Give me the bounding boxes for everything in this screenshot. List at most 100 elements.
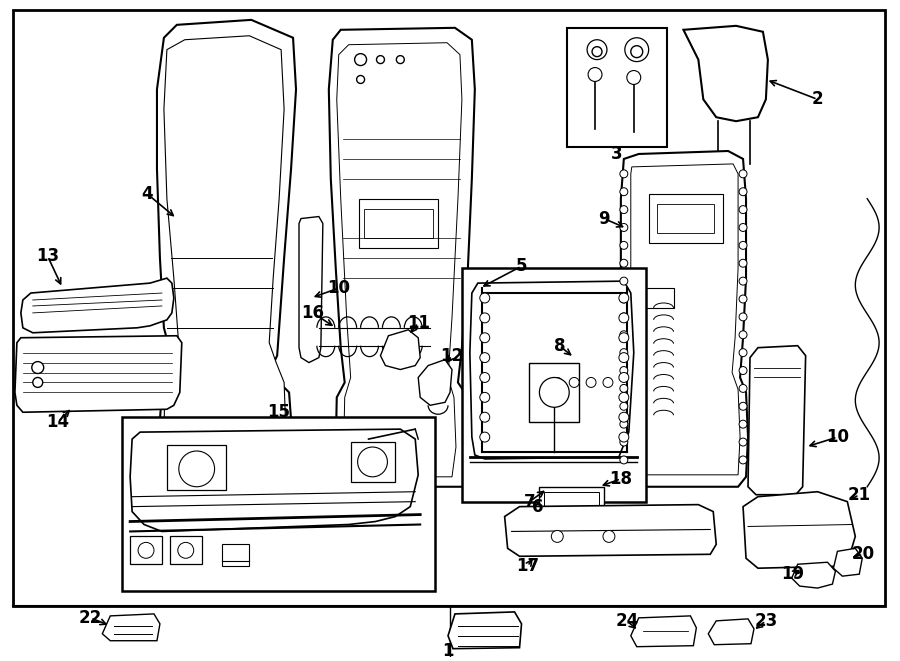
- Circle shape: [739, 295, 747, 303]
- Polygon shape: [15, 336, 182, 412]
- Text: 22: 22: [79, 609, 102, 627]
- Text: 8: 8: [554, 336, 565, 355]
- Circle shape: [619, 293, 629, 303]
- Text: 17: 17: [516, 557, 539, 575]
- Bar: [657, 204, 715, 233]
- Text: 13: 13: [36, 247, 59, 265]
- Circle shape: [620, 385, 628, 393]
- Bar: [358, 199, 438, 249]
- Circle shape: [396, 56, 404, 63]
- Circle shape: [588, 67, 602, 81]
- Circle shape: [620, 206, 628, 214]
- Circle shape: [592, 47, 602, 57]
- Circle shape: [625, 38, 649, 61]
- Circle shape: [739, 367, 747, 375]
- Circle shape: [620, 438, 628, 446]
- Bar: [529, 363, 579, 422]
- Circle shape: [619, 313, 629, 323]
- Text: 14: 14: [46, 413, 69, 431]
- Circle shape: [620, 241, 628, 249]
- Polygon shape: [505, 504, 716, 557]
- Circle shape: [620, 348, 628, 357]
- Bar: [649, 194, 724, 243]
- Circle shape: [32, 362, 44, 373]
- Circle shape: [620, 313, 628, 321]
- Text: 20: 20: [851, 545, 875, 563]
- Circle shape: [357, 447, 387, 477]
- Polygon shape: [130, 429, 419, 531]
- Text: 9: 9: [598, 210, 610, 227]
- Circle shape: [620, 330, 628, 338]
- Polygon shape: [381, 330, 420, 369]
- Circle shape: [620, 277, 628, 285]
- Polygon shape: [743, 492, 855, 568]
- Text: 24: 24: [616, 612, 638, 630]
- Polygon shape: [299, 217, 323, 363]
- Circle shape: [739, 223, 747, 231]
- Polygon shape: [792, 563, 835, 588]
- Circle shape: [739, 259, 747, 267]
- Circle shape: [603, 531, 615, 543]
- Circle shape: [480, 313, 490, 323]
- Bar: [544, 492, 599, 510]
- Polygon shape: [683, 26, 768, 121]
- Bar: [221, 545, 249, 566]
- Circle shape: [179, 451, 214, 486]
- Bar: [644, 288, 673, 308]
- Circle shape: [620, 420, 628, 428]
- Circle shape: [739, 277, 747, 285]
- Text: 3: 3: [611, 145, 623, 163]
- Circle shape: [32, 377, 42, 387]
- Text: 10: 10: [328, 279, 350, 297]
- Circle shape: [539, 377, 569, 407]
- Circle shape: [739, 438, 747, 446]
- Polygon shape: [448, 612, 521, 648]
- Circle shape: [620, 188, 628, 196]
- Polygon shape: [337, 43, 462, 477]
- Circle shape: [603, 377, 613, 387]
- Circle shape: [620, 259, 628, 267]
- Polygon shape: [629, 164, 740, 475]
- Circle shape: [620, 223, 628, 231]
- Polygon shape: [418, 360, 452, 405]
- Text: 15: 15: [267, 403, 291, 421]
- Text: 12: 12: [440, 346, 464, 365]
- Polygon shape: [616, 151, 748, 486]
- Circle shape: [739, 385, 747, 393]
- Polygon shape: [833, 549, 862, 576]
- Text: 4: 4: [141, 184, 153, 203]
- Circle shape: [739, 241, 747, 249]
- Circle shape: [376, 56, 384, 63]
- Circle shape: [739, 456, 747, 464]
- Circle shape: [356, 75, 365, 83]
- Circle shape: [178, 543, 194, 559]
- Circle shape: [138, 543, 154, 559]
- Text: 5: 5: [516, 257, 527, 275]
- Circle shape: [480, 293, 490, 303]
- Circle shape: [586, 377, 596, 387]
- Circle shape: [355, 54, 366, 65]
- Circle shape: [569, 377, 579, 387]
- Circle shape: [480, 432, 490, 442]
- Text: 1: 1: [442, 642, 454, 660]
- Circle shape: [553, 377, 562, 387]
- Bar: [539, 486, 604, 514]
- Circle shape: [620, 403, 628, 410]
- Circle shape: [552, 531, 563, 543]
- Bar: [122, 417, 435, 591]
- Circle shape: [619, 412, 629, 422]
- Circle shape: [620, 295, 628, 303]
- Polygon shape: [542, 353, 637, 412]
- Bar: [462, 268, 645, 502]
- Circle shape: [619, 373, 629, 383]
- Bar: [170, 537, 202, 564]
- Text: 19: 19: [781, 565, 805, 583]
- Polygon shape: [748, 346, 806, 494]
- Circle shape: [480, 353, 490, 363]
- Polygon shape: [21, 278, 174, 332]
- Polygon shape: [539, 425, 577, 496]
- Text: 21: 21: [848, 486, 871, 504]
- Text: 16: 16: [302, 304, 324, 322]
- Circle shape: [739, 403, 747, 410]
- Text: 6: 6: [532, 498, 544, 516]
